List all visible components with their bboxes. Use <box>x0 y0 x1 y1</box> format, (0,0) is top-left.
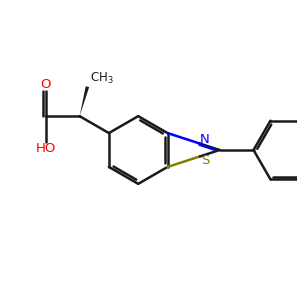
Text: O: O <box>40 78 51 92</box>
Polygon shape <box>80 86 89 116</box>
Text: S: S <box>201 154 209 167</box>
Text: CH$_3$: CH$_3$ <box>90 71 113 86</box>
Text: HO: HO <box>35 142 56 155</box>
Text: N: N <box>200 133 210 146</box>
